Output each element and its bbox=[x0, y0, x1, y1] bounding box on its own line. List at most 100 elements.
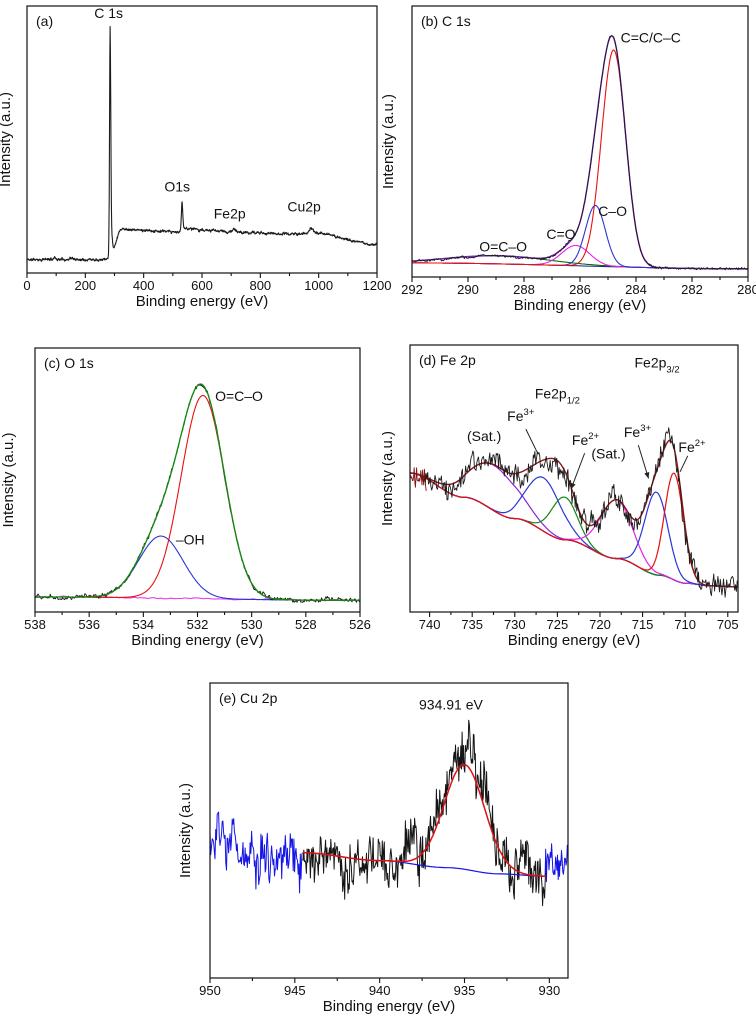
x-tick-label: 600 bbox=[191, 278, 213, 293]
peak-label: Cu2p bbox=[287, 199, 321, 215]
x-tick-label: 284 bbox=[625, 282, 647, 297]
panel-a-survey: 0 200 400 600 800 1000 1200 Binding energy (eV)… bbox=[0, 0, 395, 330]
peak-label: Fe2p1/2 bbox=[535, 385, 580, 406]
curves bbox=[34, 383, 361, 603]
x-tick-label: 935 bbox=[454, 983, 476, 998]
x-tick-label: 0 bbox=[23, 278, 30, 293]
x-tick-label: 400 bbox=[133, 278, 155, 293]
x-tick-label: 800 bbox=[249, 278, 271, 293]
axis-box bbox=[34, 347, 361, 613]
peak-label: Fe2+ bbox=[678, 438, 706, 455]
peak-label: (Sat.) bbox=[591, 445, 625, 461]
x-axis-label: Binding energy (eV) bbox=[508, 632, 641, 649]
panel-title: (d) Fe 2p bbox=[419, 352, 476, 368]
x-tick-label: 282 bbox=[681, 282, 703, 297]
x-tick-label: 200 bbox=[74, 278, 96, 293]
x-tick-label: 730 bbox=[504, 617, 526, 632]
curves bbox=[411, 35, 749, 271]
raw-data bbox=[411, 35, 749, 271]
x-axis-label: Binding energy (eV) bbox=[136, 293, 269, 310]
c-c-component bbox=[412, 49, 748, 270]
x-tick-label: 292 bbox=[401, 282, 423, 297]
y-axis-label: Intensity (a.u.) bbox=[177, 783, 194, 878]
x-tick-label: 526 bbox=[349, 617, 371, 632]
curves bbox=[26, 26, 378, 262]
arrow-head bbox=[570, 482, 576, 490]
panel-d-fe2p: 705 710 715 720 725 730 735 740 Binding energy (… bbox=[379, 330, 756, 664]
panel-b-c1s: 280 282 284 286 288 290 292 Binding energy (eV)… bbox=[380, 0, 756, 330]
noise-right bbox=[544, 843, 569, 883]
x-tick-label: 740 bbox=[419, 617, 441, 632]
x-tick-label: 715 bbox=[632, 617, 654, 632]
x-tick-label: 280 bbox=[737, 282, 756, 297]
fit-envelope bbox=[410, 439, 738, 588]
x-tick-label: 710 bbox=[674, 617, 696, 632]
peak-label: Fe2+ bbox=[572, 431, 600, 448]
peak-label: C=C/C–C bbox=[621, 30, 681, 46]
y-axis-label: Intensity (a.u.) bbox=[0, 92, 14, 187]
panel-title: (b) C 1s bbox=[421, 13, 471, 29]
x-axis-label: Binding energy (eV) bbox=[514, 297, 647, 314]
arrow-head bbox=[644, 472, 650, 479]
curves bbox=[209, 719, 569, 907]
panel-b-chart: 280 282 284 286 288 290 292 Binding energy (eV)… bbox=[380, 5, 756, 314]
fit-envelope bbox=[35, 383, 360, 602]
noise-left bbox=[209, 811, 303, 894]
raw-data-edge bbox=[409, 467, 427, 491]
peak-label: –OH bbox=[176, 532, 205, 548]
peak-label: 934.91 eV bbox=[419, 697, 483, 713]
x-tick-label: 1000 bbox=[304, 278, 333, 293]
raw-data bbox=[302, 719, 547, 907]
x-tick-label: 940 bbox=[369, 983, 391, 998]
survey-spectrum bbox=[26, 26, 378, 262]
peak-label: Fe2p bbox=[214, 205, 246, 221]
peak-label: (Sat.) bbox=[467, 428, 501, 444]
axis-box bbox=[411, 5, 749, 278]
x-axis: 280 282 284 286 288 290 292 bbox=[401, 277, 756, 297]
peak-label: O1s bbox=[164, 179, 190, 195]
panel-e-cu2p: 930 935 940 945 950 Binding energy (eV) Intens… bbox=[150, 660, 606, 1024]
raw-data bbox=[34, 383, 361, 603]
panel-title: (e) Cu 2p bbox=[219, 690, 278, 706]
x-tick-label: 290 bbox=[457, 282, 479, 297]
x-tick-label: 536 bbox=[78, 617, 100, 632]
x-tick-label: 538 bbox=[24, 617, 46, 632]
panel-c-chart: 526 528 530 532 534 536 538 Binding energy (eV)… bbox=[0, 347, 371, 649]
label-arrow bbox=[679, 455, 689, 473]
peak-label: Fe3+ bbox=[624, 423, 652, 440]
x-axis: 526 528 530 532 534 536 538 bbox=[24, 612, 371, 632]
x-tick-label: 286 bbox=[569, 282, 591, 297]
fit-envelope bbox=[411, 35, 748, 270]
peak-label: C–O bbox=[598, 203, 627, 219]
panel-a-chart: 0 200 400 600 800 1000 1200 Binding energy (eV)… bbox=[0, 5, 391, 310]
x-axis: 0 200 400 600 800 1000 1200 bbox=[23, 273, 391, 293]
o-c-o-component bbox=[35, 394, 360, 601]
panel-e-chart: 930 935 940 945 950 Binding energy (eV) Intens… bbox=[177, 682, 569, 1015]
x-tick-label: 945 bbox=[284, 983, 306, 998]
x-tick-label: 930 bbox=[538, 983, 560, 998]
fit-curve bbox=[302, 763, 546, 877]
peak-label: Fe2p3/2 bbox=[634, 355, 679, 376]
y-axis-label: Intensity (a.u.) bbox=[382, 431, 396, 526]
axis-box bbox=[209, 682, 569, 979]
peak-label: Fe3+ bbox=[507, 407, 535, 424]
x-axis: 930 935 940 945 950 bbox=[199, 978, 560, 998]
x-tick-label: 720 bbox=[589, 617, 611, 632]
peak-label: O=C–O bbox=[215, 388, 263, 404]
x-tick-label: 705 bbox=[717, 617, 739, 632]
x-tick-label: 735 bbox=[461, 617, 483, 632]
x-tick-label: 534 bbox=[132, 617, 154, 632]
panel-title: (a) bbox=[36, 13, 53, 29]
label-arrow bbox=[525, 428, 538, 453]
x-axis-label: Binding energy (eV) bbox=[323, 998, 456, 1015]
fe3-12-component bbox=[410, 472, 738, 588]
peak-label: C 1s bbox=[94, 5, 123, 21]
peak-label: C=O bbox=[546, 226, 575, 242]
x-axis-label: Binding energy (eV) bbox=[131, 632, 264, 649]
peak-label: O=C–O bbox=[479, 238, 527, 254]
x-tick-label: 950 bbox=[199, 983, 221, 998]
x-tick-label: 725 bbox=[547, 617, 569, 632]
y-axis-label: Intensity (a.u.) bbox=[382, 94, 397, 189]
axis-box bbox=[409, 344, 739, 613]
